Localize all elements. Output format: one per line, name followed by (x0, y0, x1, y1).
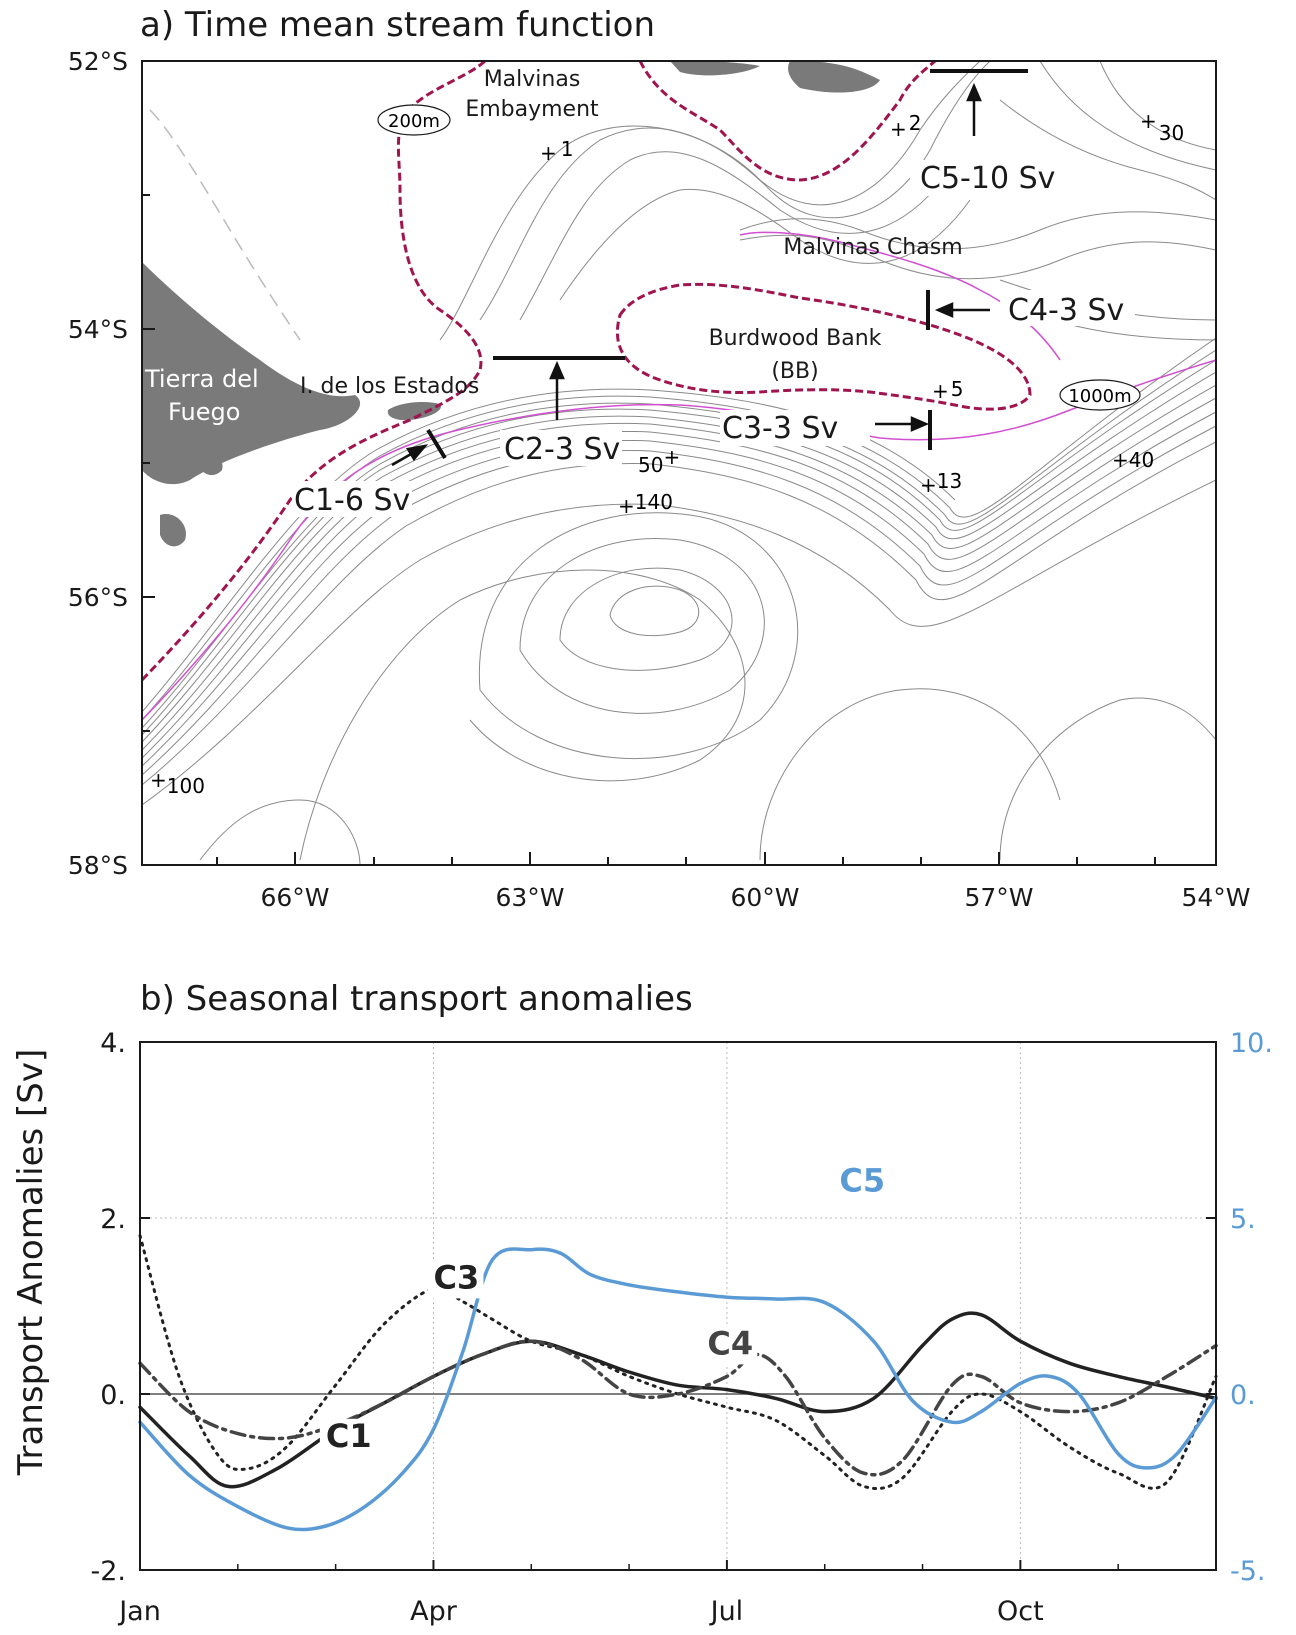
chart-grid (140, 1042, 1216, 1570)
y2tick-label-3: -5. (1230, 1556, 1266, 1587)
series-label-bg-c4 (701, 1326, 758, 1365)
dashed-contour (149, 109, 301, 341)
label-malvinas: Malvinas (484, 67, 581, 92)
series-label-c5: C5 (839, 1162, 885, 1200)
y2tick-label-1: 5. (1230, 1204, 1256, 1235)
cv-1: +1 (540, 137, 574, 165)
label-1000m: 1000m (1068, 386, 1131, 407)
label-isla-estados: I. de los Estados (300, 374, 479, 399)
section-c1-bar (426, 428, 447, 460)
contour-values: +1 +2 +30 +5 +13 +40 50+ +140 +100 (150, 109, 1184, 798)
ytick-label-3: -2. (90, 1556, 126, 1587)
section-arrows (391, 82, 990, 467)
lat-tick-52: 52°S (68, 47, 128, 76)
series-c5 (138, 1247, 1218, 1532)
cv-50: 50+ (638, 445, 680, 477)
isla-estados (387, 402, 441, 421)
chart-frame (139, 1041, 1217, 1571)
section-bars (426, 69, 1028, 460)
xtick-label-2: Jul (709, 1596, 744, 1627)
xtick-label-3: Oct (997, 1596, 1044, 1627)
small-island-1 (160, 514, 186, 547)
label-tierra-del: Tierra del (144, 365, 259, 393)
section-c4-bg (1000, 290, 1135, 326)
series-label-bg-c3 (427, 1260, 484, 1299)
section-c1-label: C1-6 Sv (294, 483, 410, 518)
label-fuego: Fuego (168, 398, 240, 426)
series-label-bg-c5 (833, 1163, 890, 1202)
lat-tick-56: 56°S (68, 583, 128, 612)
cv-30: +30 (1140, 109, 1184, 145)
section-c2-bg (500, 430, 622, 466)
label-embayment: Embayment (465, 97, 599, 122)
lon-tick-63: 63°W (495, 883, 564, 912)
cv-40: +40 (1112, 448, 1154, 472)
section-c3-bg (720, 410, 870, 446)
lat-tick-54: 54°S (68, 315, 128, 344)
section-c5-bg (910, 160, 1060, 196)
y2tick-label-0: 10. (1230, 1028, 1273, 1059)
y2tick-label-2: 0. (1230, 1380, 1256, 1411)
map-lat-ticks (142, 60, 155, 866)
cv-140: +140 (618, 490, 673, 518)
cv-2: +2 (890, 111, 922, 141)
lon-tick-54: 54°W (1181, 883, 1250, 912)
transport-chart: 4. 2. 0. -2. 10. 5. 0. -5. Jan Apr Jul Oct C1 C3 C4 C5 (90, 1028, 1272, 1627)
map-title: a) Time mean stream function (140, 5, 655, 45)
lon-tick-57: 57°W (964, 883, 1033, 912)
isobath-200-north (638, 61, 937, 182)
cv-100: +100 (150, 768, 205, 798)
label-malvinas-chasm: Malvinas Chasm (783, 235, 962, 260)
small-island-2 (200, 453, 223, 476)
falklands-west (670, 61, 760, 76)
section-c3-label: C3-3 Sv (722, 411, 838, 446)
series-c3 (138, 1234, 1218, 1491)
series-label-c4: C4 (707, 1324, 753, 1362)
series-label-c3: C3 (433, 1258, 479, 1296)
section-c4-label: C4-3 Sv (1008, 293, 1124, 328)
lat-tick-58: 58°S (68, 851, 128, 880)
ytick-label-1: 2. (100, 1204, 126, 1235)
section-c1-bg (292, 481, 412, 517)
isobath-1000 (142, 359, 1216, 721)
lon-tick-60: 60°W (730, 883, 799, 912)
isobath-200-west (142, 61, 487, 682)
map-lon-ticks (216, 852, 1156, 865)
section-c5-label: C5-10 Sv (920, 161, 1055, 196)
isobath-200-badge (377, 104, 451, 136)
series-c1 (138, 1311, 1218, 1489)
section-c2-label: C2-3 Sv (504, 432, 620, 467)
series-label-c1: C1 (326, 1417, 372, 1455)
streamlines (142, 61, 1216, 865)
label-200m: 200m (388, 111, 440, 132)
land (142, 61, 880, 547)
series-label-bg-c1 (319, 1418, 376, 1457)
chart-ticks: 4. 2. 0. -2. 10. 5. 0. -5. Jan Apr Jul Oct (90, 1028, 1272, 1627)
xtick-label-1: Apr (410, 1596, 458, 1627)
falklands-east (788, 61, 880, 93)
chart-ylabel: Transport Anomalies [Sv] (11, 1049, 51, 1476)
lon-tick-66: 66°W (260, 883, 329, 912)
chart-title: b) Seasonal transport anomalies (140, 979, 693, 1019)
isobath-200-burdwood (615, 282, 1032, 411)
label-bb: (BB) (771, 359, 818, 384)
isobath-1000-badge (1059, 379, 1141, 411)
chart-series-labels: C1 C3 C4 C5 (319, 1162, 890, 1457)
ytick-label-0: 4. (100, 1028, 126, 1059)
cv-5: +5 (932, 377, 964, 403)
ytick-label-2: 0. (100, 1380, 126, 1411)
cv-13: +13 (920, 469, 962, 497)
chart-series (138, 1234, 1218, 1532)
tierra-del-fuego-landmass (142, 262, 361, 485)
label-burdwood-bank: Burdwood Bank (709, 326, 882, 351)
xtick-label-0: Jan (117, 1596, 161, 1627)
